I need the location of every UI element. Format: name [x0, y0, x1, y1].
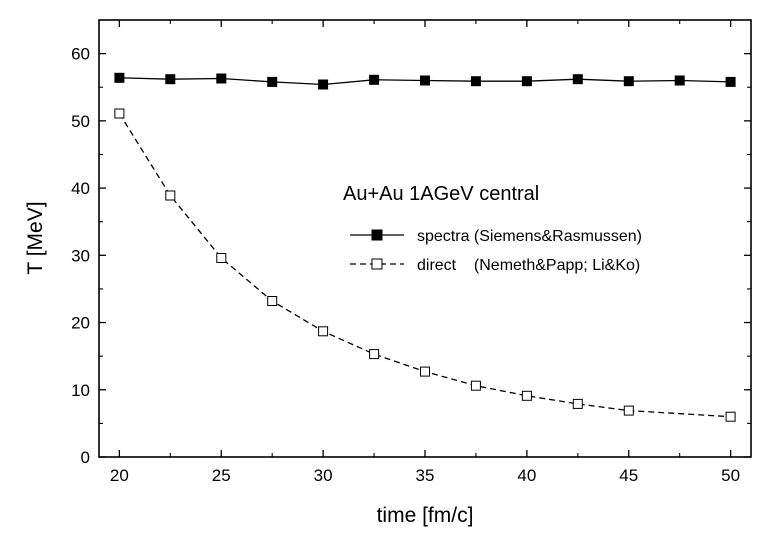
data-point: [114, 108, 125, 119]
data-point: [725, 76, 736, 87]
legend: Au+Au 1AGeV central spectra (Siemens&Ras…: [343, 183, 642, 274]
data-point: [318, 326, 329, 337]
data-point: [623, 405, 634, 416]
data-point: [216, 253, 227, 263]
legend-marker-direct: [371, 258, 383, 270]
y-tick-label: 0: [81, 448, 90, 467]
data-point: [521, 390, 532, 401]
y-tick-label: 20: [71, 314, 90, 333]
data-point: [165, 74, 176, 85]
y-tick-label: 60: [71, 45, 90, 64]
data-point: [470, 76, 481, 87]
y-tick-label: 10: [71, 381, 90, 400]
data-point: [674, 75, 685, 86]
data-point: [572, 74, 583, 85]
data-point: [521, 76, 532, 87]
x-tick-label: 25: [212, 466, 231, 485]
legend-label-direct: direct (Nemeth&Papp; Li&Ko): [417, 257, 640, 274]
series-layer: [114, 72, 736, 422]
x-tick-label: 50: [721, 466, 740, 485]
data-point: [470, 380, 481, 391]
series-line-1: [118, 113, 731, 418]
data-point: [369, 74, 380, 85]
data-point: [165, 190, 176, 201]
y-tick-label: 40: [71, 179, 90, 198]
data-point: [420, 366, 430, 377]
data-point: [369, 349, 380, 360]
x-tick-label: 20: [110, 466, 129, 485]
data-point: [420, 75, 430, 86]
axis-ticks: 20 25 30 35 40 45 50 0 10 20 30 40 50 60: [71, 20, 751, 485]
legend-label-spectra: spectra (Siemens&Rasmussen): [417, 228, 642, 245]
data-point: [725, 411, 736, 422]
x-tick-label: 30: [314, 466, 333, 485]
y-tick-label: 30: [71, 246, 90, 265]
y-tick-label: 50: [71, 112, 90, 131]
x-tick-label: 35: [416, 466, 435, 485]
data-point: [216, 73, 227, 84]
x-axis-title: time [fm/c]: [377, 504, 474, 527]
y-axis-title: T [MeV]: [24, 201, 47, 274]
x-tick-label: 40: [517, 466, 536, 485]
data-point: [623, 76, 634, 87]
data-point: [572, 398, 583, 409]
data-point: [318, 79, 329, 90]
data-point: [267, 296, 278, 306]
data-point: [267, 76, 278, 87]
legend-title: Au+Au 1AGeV central: [343, 183, 539, 205]
x-tick-label: 45: [619, 466, 638, 485]
data-point: [114, 72, 125, 83]
legend-marker-spectra: [371, 229, 383, 241]
